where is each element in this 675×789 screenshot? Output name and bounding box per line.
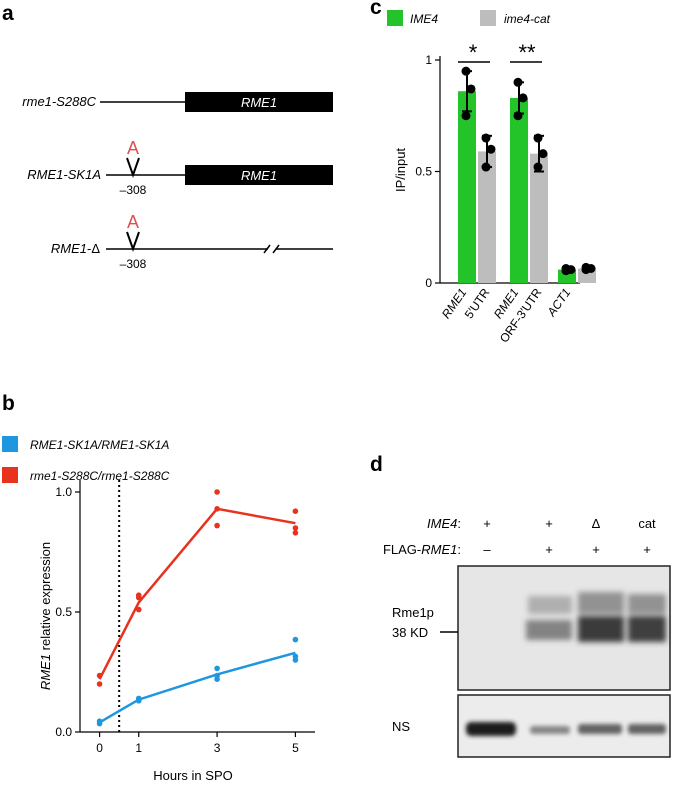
- panel-b-xlabel: Hours in SPO: [153, 768, 232, 783]
- b-xtick-label: 3: [214, 741, 221, 755]
- c-data-point: [513, 111, 523, 121]
- row-rme1-delta-break-1: [263, 244, 271, 254]
- c-data-point: [518, 93, 528, 103]
- b-data-point: [135, 695, 142, 702]
- b-data-point: [292, 525, 299, 531]
- b-xtick-label: 5: [292, 741, 299, 755]
- b-data-point: [214, 522, 220, 529]
- western-blot-rme1p: [457, 565, 671, 691]
- legend-b-label-s288c: rme1-S288C/rme1-S288C: [30, 469, 170, 483]
- legend-b-swatch-s288c: [2, 467, 18, 483]
- band-label-ns: NS: [392, 719, 410, 734]
- row-ime4-label: IME4:: [427, 516, 461, 531]
- b-data-point: [292, 653, 299, 660]
- c-bar: [510, 97, 528, 283]
- c-data-point: [533, 162, 543, 172]
- c-ytick-label: 0.5: [415, 165, 432, 179]
- row-rme1-sk1a-label: RME1-SK1A: [27, 167, 101, 182]
- c-data-point: [533, 133, 543, 143]
- row-flag-rme1-lane-4: +: [643, 542, 651, 557]
- b-data-point: [214, 672, 220, 679]
- panel-d-label: d: [370, 453, 383, 476]
- row-ime4-lane-1: +: [483, 516, 491, 531]
- band-label-rme1p: Rme1p: [392, 605, 434, 620]
- panel-c-ylabel: IP/input: [393, 148, 408, 192]
- row-rme1-delta-position: –308: [120, 257, 147, 271]
- legend-b-label-sk1a: RME1-SK1A/RME1-SK1A: [30, 438, 169, 452]
- c-data-point: [486, 144, 496, 154]
- row-rme1-s288c-box-label: RME1: [241, 95, 277, 110]
- c-ytick-label: 1: [425, 53, 432, 67]
- c-data-point: [466, 84, 476, 94]
- b-data-point: [214, 506, 220, 512]
- row-rme1-sk1a-box-label: RME1: [241, 168, 277, 183]
- sig-star-1: *: [469, 40, 478, 65]
- legend-c-swatch-ime4: [387, 10, 403, 26]
- c-data-point: [561, 266, 571, 276]
- row-ime4-lane-3: Δ: [592, 516, 601, 531]
- row-rme1-sk1a-box: [185, 165, 333, 185]
- row-flag-rme1-lane-2: +: [545, 542, 553, 557]
- c-category-label: 5′UTR: [462, 285, 493, 321]
- row-rme1-sk1a-position: –308: [120, 183, 147, 197]
- legend-c-label-ime4-cat: ime4-cat: [504, 12, 551, 26]
- c-bar: [478, 151, 496, 283]
- panel-c-label: c: [370, 0, 382, 19]
- row-rme1-delta-insert-mark: A: [127, 212, 139, 232]
- c-ytick-label: 0: [425, 276, 432, 290]
- panel-b-ylabel: RME1 relative expression: [38, 542, 53, 690]
- b-xtick-label: 1: [135, 741, 142, 755]
- b-ytick-label: 0.0: [55, 725, 72, 739]
- row-ime4-lane-4: cat: [638, 516, 656, 531]
- b-data-point: [292, 636, 299, 643]
- row-rme1-delta-label: RME1-Δ: [51, 241, 100, 256]
- legend-c-swatch-ime4-cat: [480, 10, 496, 26]
- legend-b-swatch-sk1a: [2, 436, 18, 452]
- c-data-point: [513, 77, 523, 87]
- c-bar: [458, 91, 476, 283]
- b-data-point: [96, 718, 103, 724]
- b-data-point: [96, 681, 103, 687]
- b-series-line-1: [98, 507, 296, 680]
- band-label-38kd: 38 KD: [392, 625, 428, 640]
- c-data-point: [461, 111, 471, 121]
- row-rme1-s288c-box: [185, 92, 333, 112]
- c-data-point: [461, 66, 471, 76]
- row-rme1-delta-break-2: [272, 244, 280, 254]
- c-bar: [530, 153, 548, 283]
- row-flag-rme1-label: FLAG-RME1:: [383, 542, 461, 557]
- legend-c-label-ime4: IME4: [410, 12, 438, 26]
- b-series-line-0: [98, 651, 296, 724]
- b-data-point: [292, 530, 299, 536]
- b-data-point: [135, 606, 142, 613]
- c-data-point: [481, 133, 491, 143]
- c-category-label: ACT1: [544, 286, 574, 320]
- b-data-point: [96, 672, 103, 679]
- b-data-point: [135, 592, 142, 598]
- b-ytick-label: 0.5: [55, 605, 72, 619]
- panel-b-chart: 0.0 0.5 1.0 0 1 3 5: [55, 480, 315, 755]
- b-data-point: [214, 665, 220, 672]
- panel-b-label: b: [2, 392, 15, 415]
- b-data-point: [214, 489, 220, 495]
- panel-a-label: a: [2, 2, 14, 25]
- sig-star-2: **: [518, 40, 536, 65]
- c-data-point: [538, 149, 548, 159]
- western-blot-ns: [457, 694, 671, 758]
- c-data-point: [481, 162, 491, 172]
- b-xtick-label: 0: [96, 741, 103, 755]
- row-rme1-delta-insert-caret: [126, 231, 140, 253]
- row-rme1-sk1a-insert-caret: [126, 157, 140, 179]
- row-flag-rme1-lane-3: +: [592, 542, 600, 557]
- row-ime4-lane-2: +: [545, 516, 553, 531]
- row-flag-rme1-lane-1: –: [483, 542, 491, 557]
- row-rme1-sk1a-insert-mark: A: [127, 138, 139, 158]
- row-rme1-s288c-label: rme1-S288C: [22, 94, 96, 109]
- b-data-point: [292, 508, 299, 514]
- c-data-point: [581, 265, 591, 275]
- b-ytick-label: 1.0: [55, 485, 72, 499]
